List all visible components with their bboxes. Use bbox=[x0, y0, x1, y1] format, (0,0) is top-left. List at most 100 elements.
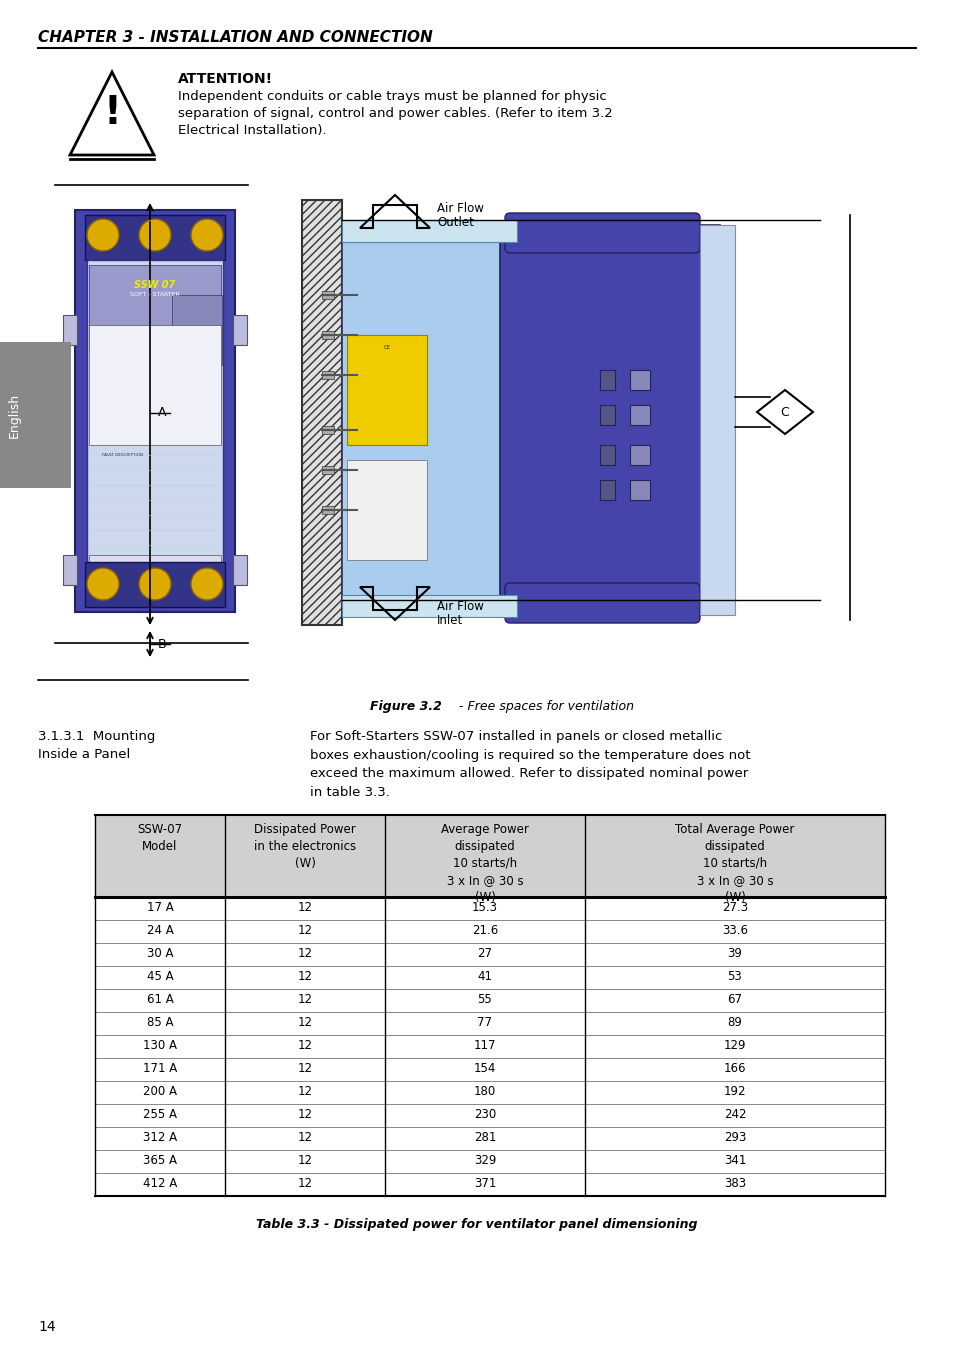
FancyBboxPatch shape bbox=[504, 213, 700, 252]
Text: 130 A: 130 A bbox=[143, 1040, 177, 1052]
Text: 293: 293 bbox=[723, 1131, 745, 1143]
Circle shape bbox=[188, 580, 198, 590]
Circle shape bbox=[104, 580, 113, 590]
Bar bbox=[89, 555, 221, 575]
Text: 12: 12 bbox=[297, 946, 313, 960]
Text: 12: 12 bbox=[297, 1040, 313, 1052]
Text: 3.1.3.1  Mounting: 3.1.3.1 Mounting bbox=[38, 730, 155, 742]
Text: 12: 12 bbox=[297, 1177, 313, 1189]
Text: 61 A: 61 A bbox=[147, 994, 173, 1006]
Text: 230: 230 bbox=[474, 1108, 496, 1120]
Bar bbox=[233, 315, 247, 346]
Text: 117: 117 bbox=[474, 1040, 496, 1052]
Text: separation of signal, control and power cables. (Refer to item 3.2: separation of signal, control and power … bbox=[178, 107, 612, 120]
Text: B: B bbox=[158, 637, 167, 651]
Bar bbox=[599, 481, 615, 500]
Bar bbox=[599, 370, 615, 390]
Circle shape bbox=[146, 580, 156, 590]
Text: !: ! bbox=[103, 95, 121, 132]
FancyBboxPatch shape bbox=[504, 583, 700, 622]
Text: C: C bbox=[780, 405, 788, 418]
Bar bbox=[89, 265, 221, 350]
Bar bbox=[75, 211, 234, 612]
Text: SSW 07: SSW 07 bbox=[134, 279, 175, 290]
Text: 312 A: 312 A bbox=[143, 1131, 177, 1143]
Bar bbox=[302, 200, 341, 625]
Text: 21.6: 21.6 bbox=[472, 923, 497, 937]
Text: 412 A: 412 A bbox=[143, 1177, 177, 1189]
Bar bbox=[89, 325, 221, 446]
Bar bbox=[87, 261, 223, 562]
Bar bbox=[599, 446, 615, 464]
Bar bbox=[85, 562, 225, 608]
Text: A: A bbox=[158, 406, 167, 420]
Bar bbox=[629, 405, 649, 425]
Text: - Free spaces for ventilation: - Free spaces for ventilation bbox=[455, 701, 634, 713]
Text: 33.6: 33.6 bbox=[721, 923, 747, 937]
Bar bbox=[95, 815, 884, 896]
Text: CHAPTER 3 - INSTALLATION AND CONNECTION: CHAPTER 3 - INSTALLATION AND CONNECTION bbox=[38, 30, 433, 45]
Text: Air Flow: Air Flow bbox=[436, 599, 483, 613]
Text: FAULT DESCRIPTION: FAULT DESCRIPTION bbox=[101, 454, 142, 458]
Circle shape bbox=[173, 580, 184, 590]
Circle shape bbox=[118, 580, 128, 590]
Text: 171 A: 171 A bbox=[143, 1062, 177, 1075]
Bar bbox=[172, 296, 222, 364]
Text: Average Power
dissipated
10 starts/h
3 x In @ 30 s
(W): Average Power dissipated 10 starts/h 3 x… bbox=[440, 824, 528, 905]
Text: 200 A: 200 A bbox=[143, 1085, 177, 1098]
Text: 12: 12 bbox=[297, 1108, 313, 1120]
Text: 12: 12 bbox=[297, 994, 313, 1006]
Circle shape bbox=[191, 568, 223, 599]
Text: 12: 12 bbox=[297, 1017, 313, 1029]
Circle shape bbox=[139, 219, 171, 251]
Bar bbox=[700, 225, 734, 616]
Text: Dissipated Power
in the electronics
(W): Dissipated Power in the electronics (W) bbox=[253, 824, 355, 869]
Bar bbox=[322, 466, 334, 474]
Text: 12: 12 bbox=[297, 900, 313, 914]
Text: 192: 192 bbox=[723, 1085, 745, 1098]
Text: 281: 281 bbox=[474, 1131, 496, 1143]
Text: Inside a Panel: Inside a Panel bbox=[38, 748, 131, 761]
Text: 255 A: 255 A bbox=[143, 1108, 177, 1120]
Text: 24 A: 24 A bbox=[147, 923, 173, 937]
Text: ATTENTION!: ATTENTION! bbox=[178, 72, 273, 86]
Circle shape bbox=[87, 568, 119, 599]
Bar bbox=[629, 370, 649, 390]
Bar bbox=[322, 331, 334, 339]
Circle shape bbox=[132, 580, 142, 590]
Text: 12: 12 bbox=[297, 1154, 313, 1166]
Text: 329: 329 bbox=[474, 1154, 496, 1166]
Text: 12: 12 bbox=[297, 1062, 313, 1075]
Circle shape bbox=[139, 568, 171, 599]
Bar bbox=[341, 595, 517, 617]
Bar bbox=[322, 506, 334, 514]
Bar bbox=[322, 427, 334, 433]
Bar bbox=[629, 446, 649, 464]
Bar bbox=[63, 555, 77, 585]
Text: Figure 3.2: Figure 3.2 bbox=[370, 701, 441, 713]
Text: 371: 371 bbox=[474, 1177, 496, 1189]
Text: Inlet: Inlet bbox=[436, 614, 463, 626]
Text: 27.3: 27.3 bbox=[721, 900, 747, 914]
Bar bbox=[322, 292, 334, 298]
Text: 45 A: 45 A bbox=[147, 971, 173, 983]
Text: 341: 341 bbox=[723, 1154, 745, 1166]
Text: 129: 129 bbox=[723, 1040, 745, 1052]
Text: 14: 14 bbox=[38, 1320, 55, 1334]
Bar bbox=[499, 225, 720, 616]
Text: 154: 154 bbox=[474, 1062, 496, 1075]
Bar bbox=[599, 405, 615, 425]
Text: Air Flow: Air Flow bbox=[436, 202, 483, 215]
Text: 365 A: 365 A bbox=[143, 1154, 177, 1166]
Circle shape bbox=[160, 580, 170, 590]
Text: 12: 12 bbox=[297, 971, 313, 983]
Text: 12: 12 bbox=[297, 923, 313, 937]
Text: CE: CE bbox=[383, 346, 390, 350]
Text: 242: 242 bbox=[723, 1108, 745, 1120]
Bar bbox=[322, 371, 334, 379]
Text: 166: 166 bbox=[723, 1062, 745, 1075]
Circle shape bbox=[191, 219, 223, 251]
Text: 180: 180 bbox=[474, 1085, 496, 1098]
Bar bbox=[341, 220, 517, 242]
Text: Table 3.3 - Dissipated power for ventilator panel dimensioning: Table 3.3 - Dissipated power for ventila… bbox=[256, 1218, 697, 1231]
